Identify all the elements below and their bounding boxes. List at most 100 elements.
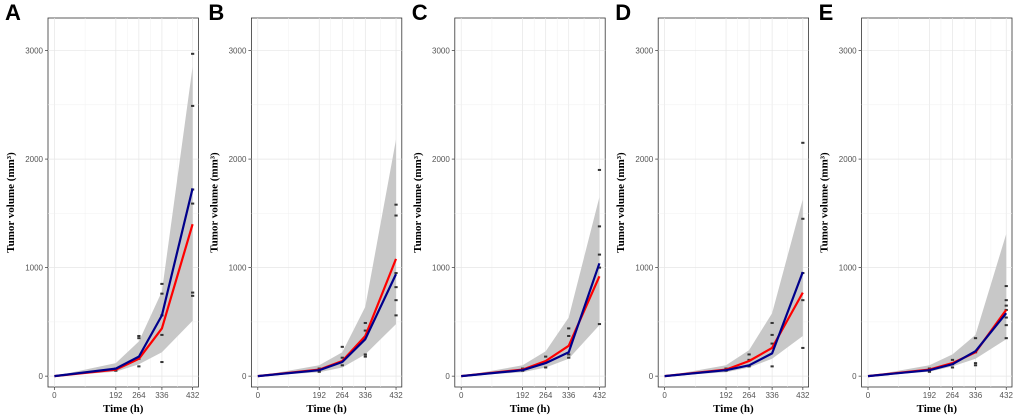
observation-point <box>340 364 344 367</box>
observation-point <box>394 272 398 275</box>
observation-point <box>597 225 602 228</box>
observation-point <box>394 203 398 206</box>
y-tick-label: 1000 <box>25 264 43 273</box>
blue-series-line <box>54 188 194 378</box>
observation-point <box>191 104 195 107</box>
y-axis-title: Tumor volume (mm³) <box>615 152 627 253</box>
observation-point <box>544 366 548 369</box>
observation-point <box>597 168 602 171</box>
observation-point <box>363 355 367 358</box>
x-axis-title: Time (h) <box>713 403 754 415</box>
y-tick-label: 2000 <box>839 155 857 164</box>
x-tick-label: 192 <box>516 391 530 400</box>
observation-point <box>191 291 195 294</box>
y-tick-label: 1000 <box>635 264 653 273</box>
observation-point <box>363 321 367 324</box>
blue-series-line <box>461 262 601 378</box>
y-tick-label: 0 <box>242 372 247 381</box>
x-tick-label: 0 <box>866 391 871 400</box>
x-axis-title: Time (h) <box>103 403 144 415</box>
x-tick-label: 192 <box>313 391 327 400</box>
observation-point <box>567 327 571 330</box>
observation-point <box>950 366 955 369</box>
observation-point <box>114 369 118 372</box>
x-tick-label: 336 <box>359 391 373 400</box>
x-tick-label: 264 <box>132 391 146 400</box>
observation-point <box>340 356 344 359</box>
y-axis-title: Tumor volume (mm³) <box>819 152 831 253</box>
x-tick-label: 336 <box>765 391 779 400</box>
observation-point <box>950 358 955 361</box>
observation-point <box>160 292 164 295</box>
y-axis-title: Tumor volume (mm³) <box>412 152 424 253</box>
observation-point <box>544 355 548 358</box>
y-tick-label: 0 <box>649 372 654 381</box>
observation-point <box>137 334 141 337</box>
observation-point <box>567 334 571 337</box>
y-tick-label: 2000 <box>229 155 247 164</box>
observation-point <box>770 321 774 324</box>
x-tick-label: 192 <box>719 391 733 400</box>
blue-series-line <box>867 312 1008 378</box>
x-axis-title: Time (h) <box>510 403 551 415</box>
chart-panel-e: E 0 192 264 336 432 0 1000 2000 3000 Time (h) Tumor… <box>819 0 1014 415</box>
x-tick-label: 432 <box>593 391 607 400</box>
x-tick-label: 264 <box>539 391 553 400</box>
observation-point <box>927 370 932 373</box>
panel-label: D <box>615 0 631 25</box>
y-tick-label: 1000 <box>432 264 450 273</box>
blue-series-line <box>664 271 804 378</box>
observation-point <box>597 266 602 269</box>
panel-label: B <box>208 0 224 25</box>
observation-point <box>567 356 571 359</box>
y-tick-label: 1000 <box>839 264 857 273</box>
x-tick-label: 192 <box>109 391 123 400</box>
x-tick-label: 432 <box>796 391 810 400</box>
observation-point <box>770 333 774 336</box>
observation-point <box>191 294 195 297</box>
observation-point <box>160 333 164 336</box>
x-tick-label: 336 <box>969 391 983 400</box>
x-tick-label: 264 <box>742 391 756 400</box>
y-tick-label: 0 <box>445 372 450 381</box>
panel-label: A <box>5 0 21 25</box>
observation-point <box>340 345 344 348</box>
chart-panel-c: C 0 192 264 336 432 0 1000 2000 3000 Time (h) Tumor… <box>412 0 607 415</box>
x-tick-label: 432 <box>186 391 200 400</box>
observation-point <box>1004 337 1008 340</box>
y-tick-label: 0 <box>852 372 857 381</box>
observation-point <box>394 314 398 317</box>
observation-point <box>394 214 398 217</box>
observation-point <box>137 365 141 368</box>
y-tick-label: 2000 <box>25 155 43 164</box>
observation-point <box>191 202 195 205</box>
y-tick-label: 3000 <box>25 47 43 56</box>
chart-panel-b: B 0 192 264 336 432 0 1000 2000 3000 Time (h) Tumor… <box>208 0 403 415</box>
x-tick-label: 0 <box>52 391 57 400</box>
observation-point <box>1004 285 1008 288</box>
x-tick-label: 0 <box>256 391 261 400</box>
observation-point <box>317 370 321 373</box>
observation-point <box>191 52 195 55</box>
observation-point <box>973 362 978 365</box>
y-tick-label: 2000 <box>635 155 653 164</box>
prediction-band <box>257 139 396 377</box>
x-tick-label: 264 <box>946 391 960 400</box>
x-tick-label: 336 <box>562 391 576 400</box>
x-axis-title: Time (h) <box>917 403 958 415</box>
observation-point <box>973 337 978 340</box>
observation-point <box>801 299 805 302</box>
x-tick-label: 192 <box>923 391 937 400</box>
x-axis-title: Time (h) <box>306 403 347 415</box>
observation-point <box>801 346 805 349</box>
observation-point <box>1004 316 1008 319</box>
x-tick-label: 264 <box>336 391 350 400</box>
observation-point <box>770 342 774 345</box>
observation-point <box>747 353 751 356</box>
y-tick-label: 3000 <box>635 47 653 56</box>
observation-point <box>973 364 978 367</box>
observation-point <box>394 299 398 302</box>
x-tick-label: 0 <box>662 391 667 400</box>
x-tick-label: 0 <box>459 391 464 400</box>
